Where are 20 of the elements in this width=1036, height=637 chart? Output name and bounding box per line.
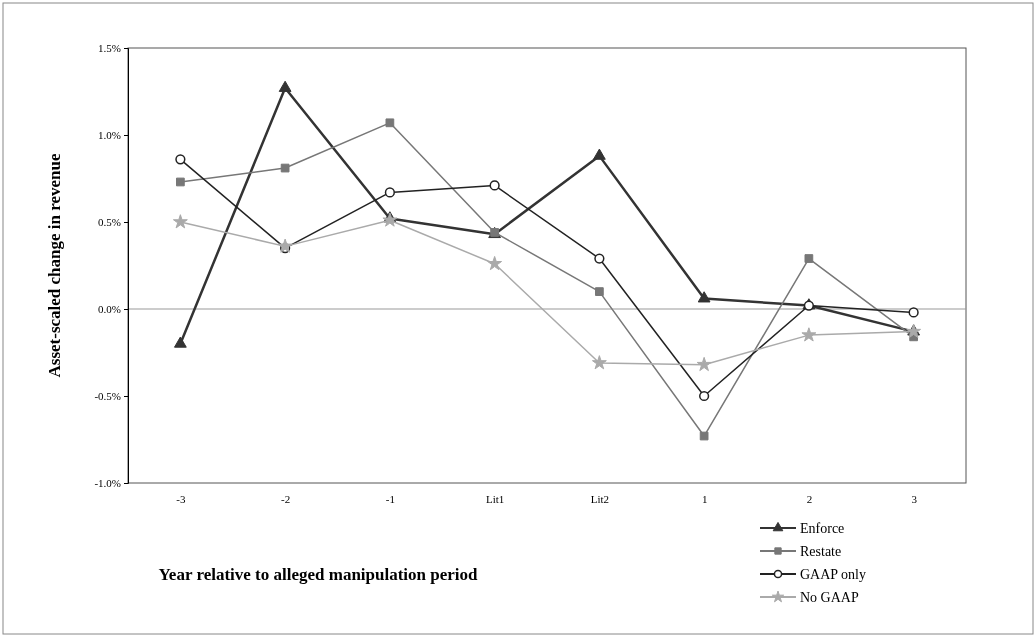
y-tick-label: 0.5% (98, 216, 121, 229)
x-tick-label: 2 (806, 492, 813, 505)
legend-label: No GAAP (800, 590, 859, 605)
y-tick-label: 1.0% (98, 129, 121, 142)
legend-label: Restate (800, 544, 842, 559)
x-tick-label: -2 (281, 492, 291, 505)
x-tick-label: 3 (911, 492, 918, 505)
x-tick-label: -1 (385, 492, 395, 505)
x-tick-label: -3 (176, 492, 186, 505)
legend-label: GAAP only (800, 567, 866, 582)
y-tick-label: -1.0% (94, 477, 121, 490)
x-tick-label: Lit2 (590, 492, 610, 505)
y-axis-title: Asset-scaled change in revenue (45, 153, 64, 378)
legend-label: Enforce (800, 521, 845, 536)
y-tick-label: 1.5% (98, 42, 121, 55)
x-tick-label: 1 (701, 492, 708, 505)
x-axis-title: Year relative to alleged manipulation period (158, 565, 479, 584)
x-tick-label: Lit1 (485, 492, 505, 505)
y-tick-label: -0.5% (94, 390, 121, 403)
y-tick-label: 0.0% (98, 303, 121, 316)
